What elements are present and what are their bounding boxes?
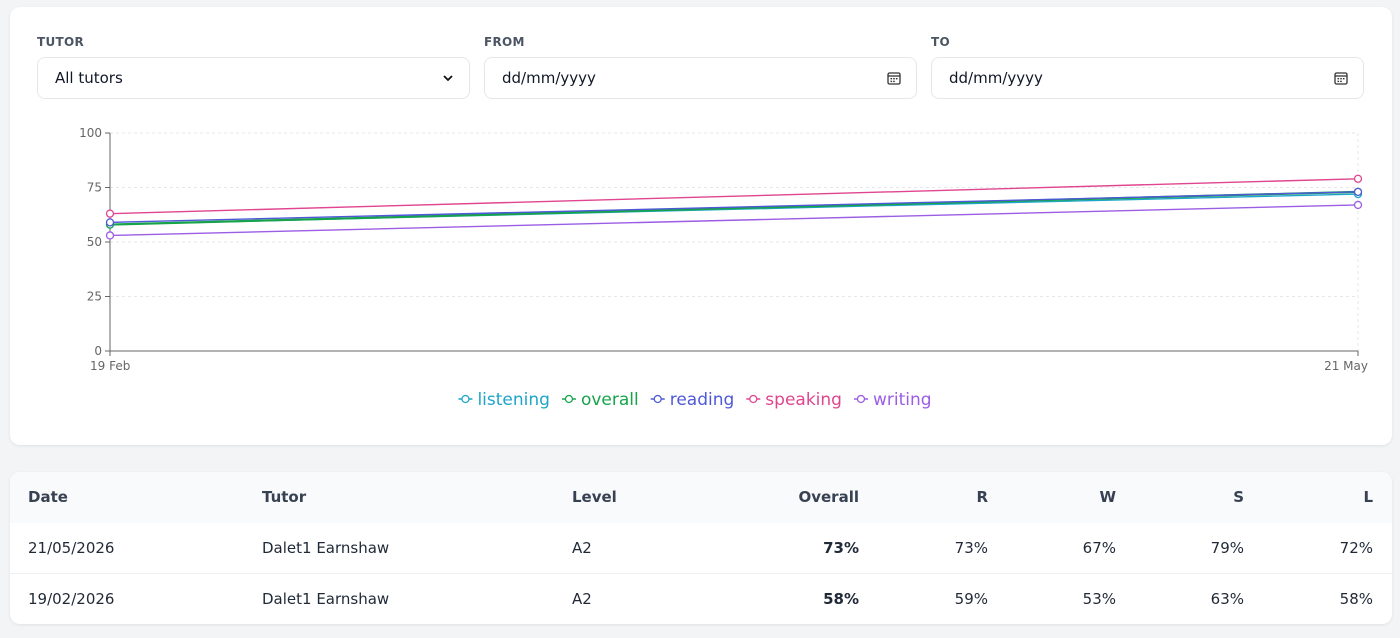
- data-point: [1353, 200, 1363, 210]
- chevron-icon: [443, 75, 453, 82]
- y-tick-label: 50: [87, 235, 102, 249]
- x-tick-label: 19 Feb: [90, 359, 130, 373]
- filter: TO dd/mm/yyyy: [931, 35, 1364, 99]
- legend-item: overall: [561, 390, 639, 410]
- legend-item: listening: [458, 390, 550, 410]
- filter: TUTOR All tutors: [37, 35, 470, 99]
- table-cell: 53%: [1082, 590, 1116, 608]
- filter-label: TO: [931, 35, 950, 49]
- table-cell: 19/02/2026: [28, 590, 115, 608]
- series-line: [109, 191, 1359, 224]
- table-cell: 63%: [1210, 590, 1244, 608]
- calendar-icon: [1334, 72, 1348, 85]
- legend-label: listening: [477, 390, 550, 410]
- data-point: [105, 218, 115, 227]
- table-row: 21/05/2026 Dalet1 Earnshaw A2 73% 73% 67% 79% 7…: [10, 523, 1392, 573]
- data-point: [105, 231, 115, 240]
- table-card: Date Tutor Level Overall R W S L 21/05/2026 Dalet…: [10, 472, 1392, 624]
- legend-symbol: [749, 394, 758, 404]
- column-header: Date: [28, 488, 68, 506]
- legend-symbol: [653, 394, 662, 404]
- table-cell: 58%: [1339, 590, 1373, 608]
- legend-label: speaking: [765, 390, 842, 410]
- y-tick-label: 25: [87, 290, 102, 304]
- legend-item: speaking: [746, 390, 842, 410]
- y-tick-label: 75: [87, 181, 102, 195]
- legend-symbol: [564, 394, 574, 404]
- series-line: [109, 204, 1359, 237]
- tutor-select[interactable]: All tutors: [37, 57, 470, 99]
- legend-symbol: [461, 394, 470, 404]
- filter-value: dd/mm/yyyy: [949, 69, 1043, 87]
- y-tick-label: 100: [79, 126, 102, 140]
- legend: listening overall reading speaking writing: [458, 390, 932, 410]
- date-input[interactable]: dd/mm/yyyy: [931, 57, 1364, 99]
- legend-symbol: [856, 394, 866, 404]
- data-point: [1353, 187, 1363, 197]
- table-cell: 73%: [823, 539, 859, 557]
- table-cell: A2: [572, 539, 592, 557]
- x-tick-label: 21 May: [1324, 359, 1368, 373]
- table-cell: 58%: [823, 590, 859, 608]
- table-header: Date Tutor Level Overall R W S L: [10, 472, 1392, 523]
- table-cell: 79%: [1210, 539, 1244, 557]
- column-header: W: [1099, 488, 1116, 506]
- calendar-icon: [887, 72, 901, 85]
- y-tick-label: 0: [94, 344, 102, 358]
- data-point: [105, 209, 115, 218]
- series-line: [109, 178, 1359, 215]
- table-cell: 21/05/2026: [28, 539, 115, 557]
- column-header: L: [1363, 488, 1373, 506]
- filter-value: dd/mm/yyyy: [502, 69, 596, 87]
- date-input[interactable]: dd/mm/yyyy: [484, 57, 917, 99]
- column-header: Level: [572, 488, 617, 506]
- table-cell: A2: [572, 590, 592, 608]
- filter: FROM dd/mm/yyyy: [484, 35, 917, 99]
- filter-value: All tutors: [55, 69, 123, 87]
- table-cell: 72%: [1339, 539, 1373, 557]
- legend-label: writing: [873, 390, 932, 410]
- legend-item: writing: [853, 390, 932, 410]
- data-point: [1353, 174, 1363, 183]
- legend-label: reading: [670, 390, 735, 410]
- table-cell: 67%: [1082, 539, 1116, 557]
- column-header: S: [1233, 488, 1244, 506]
- table-cell: 59%: [954, 590, 988, 608]
- column-header: R: [976, 488, 988, 506]
- table-cell: Dalet1 Earnshaw: [262, 590, 390, 608]
- legend-item: reading: [650, 390, 735, 410]
- table-cell: Dalet1 Earnshaw: [262, 539, 390, 557]
- column-header: Tutor: [262, 488, 307, 506]
- legend-label: overall: [581, 390, 639, 410]
- chart-card: TUTOR All tutors FROM dd/mm/yyyy TO dd/mm/yyy…: [10, 7, 1392, 445]
- filter-label: FROM: [484, 35, 525, 49]
- table-cell: 73%: [954, 539, 988, 557]
- filter-label: TUTOR: [37, 35, 85, 49]
- column-header: Overall: [798, 488, 859, 506]
- table-row: 19/02/2026 Dalet1 Earnshaw A2 58% 59% 53% 63% 5…: [10, 573, 1392, 624]
- chart: 0 25 50 75 100 19 Feb 21 May listening overall re…: [79, 126, 1368, 410]
